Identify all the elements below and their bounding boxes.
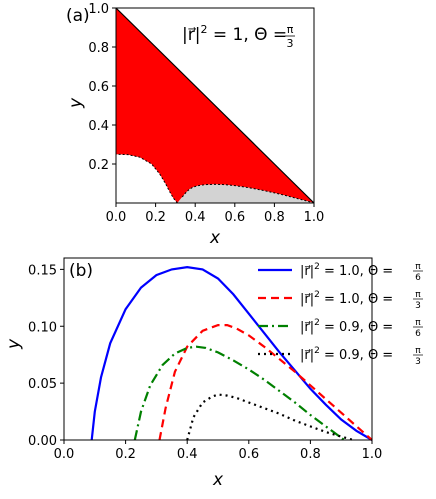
legend-frac-num-2: π <box>415 290 421 300</box>
x-tick-label: 0.0 <box>54 447 75 462</box>
panel-a-frame <box>115 7 315 204</box>
panel-a-y-axis-label: y <box>66 97 86 109</box>
panel-a-x-axis-label: x <box>209 228 221 248</box>
panel-a-y-ticks: 0.2 0.4 0.6 0.8 1.0 <box>88 2 116 173</box>
panel-a-tag: (a) <box>66 6 90 26</box>
annotation-frac-den: 3 <box>287 37 294 50</box>
panel-b-x-axis-label: x <box>212 470 224 490</box>
panel-a-annotation: |r⃗|2 = 1, Θ = π 3 <box>182 23 295 50</box>
y-tick-label: 0.10 <box>28 320 57 335</box>
y-tick-label: 0.4 <box>88 119 109 134</box>
panel-a-x-ticks: 0.0 0.2 0.4 0.6 0.8 1.0 <box>106 203 325 225</box>
legend-frac-num-3: π <box>415 318 421 328</box>
legend-label-3: |r⃗|2 = 0.9, Θ = <box>300 318 393 335</box>
svg-text:|r⃗|2 = 1, Θ =: |r⃗|2 = 1, Θ = <box>182 23 287 45</box>
y-tick-label: 0.6 <box>88 80 109 95</box>
legend-label-1: |r⃗|2 = 1.0, Θ = <box>300 262 393 279</box>
panel-b-frame <box>63 257 373 441</box>
series-line-4 <box>186 393 354 442</box>
x-tick-label: 1.0 <box>304 210 325 225</box>
annotation-sup: 2 <box>200 23 207 36</box>
x-tick-label: 0.6 <box>238 447 259 462</box>
x-tick-label: 0.6 <box>224 210 245 225</box>
legend-frac-num-1: π <box>415 262 421 272</box>
series-line-2 <box>158 324 373 441</box>
x-tick-label: 0.4 <box>185 210 206 225</box>
y-tick-label: 0.05 <box>28 377 57 392</box>
x-tick-label: 0.2 <box>145 210 166 225</box>
panel-b-legend: |r⃗|2 = 1.0, Θ = π6|r⃗|2 = 1.0, Θ = π3|r… <box>258 262 423 367</box>
y-tick-label: 1.0 <box>88 2 109 17</box>
left-boundary-curve <box>115 153 178 204</box>
legend-frac-den-3: 6 <box>415 329 421 339</box>
x-tick-label: 0.0 <box>106 210 127 225</box>
diagonal-boundary <box>115 7 315 204</box>
panel-b-chart: 0.0 0.2 0.4 0.6 0.8 1.0 0.000.050.100.15 (b) … <box>4 257 423 490</box>
panel-b-y-ticks: 0.00 0.05 0.10 0.15 <box>28 263 64 449</box>
y-tick-label: 0.8 <box>88 41 109 56</box>
annotation-mid: = 1, Θ = <box>207 25 287 45</box>
x-tick-label: 0.2 <box>115 447 136 462</box>
legend-frac-den-2: 3 <box>415 301 421 311</box>
panel-b-y-axis-label: y <box>4 338 24 350</box>
legend-label-4: |r⃗|2 = 0.9, Θ = <box>300 346 393 363</box>
region-forbidden <box>177 184 314 203</box>
x-tick-label: 1.0 <box>362 447 383 462</box>
annotation-frac-num: π <box>287 23 294 36</box>
panel-b-series-lines <box>90 265 373 442</box>
panel-b-tag: (b) <box>69 261 93 281</box>
x-tick-label: 0.4 <box>177 447 198 462</box>
panel-a-regions <box>115 7 315 204</box>
y-tick-label: 0.2 <box>88 158 109 173</box>
lower-boundary-curve <box>180 183 315 204</box>
legend-label-2: |r⃗|2 = 1.0, Θ = <box>300 290 393 307</box>
annotation-lhs: |r⃗| <box>182 25 200 45</box>
legend-frac-den-1: 6 <box>415 273 421 283</box>
x-tick-label: 0.8 <box>300 447 321 462</box>
y-tick-label: 0.00 <box>28 434 57 449</box>
y-tick-label: 0.15 <box>28 263 57 278</box>
panel-a-chart: 0.0 0.2 0.4 0.6 0.8 1.0 0.2 0.4 0.6 0.8 1.0 (a) x… <box>66 2 324 248</box>
legend-frac-num-4: π <box>415 346 421 356</box>
legend-frac-den-4: 3 <box>415 357 421 367</box>
panel-b-x-ticks: 0.0 0.2 0.4 0.6 0.8 1.0 <box>54 440 383 462</box>
x-tick-label: 0.8 <box>264 210 285 225</box>
series-line-1 <box>90 265 373 441</box>
